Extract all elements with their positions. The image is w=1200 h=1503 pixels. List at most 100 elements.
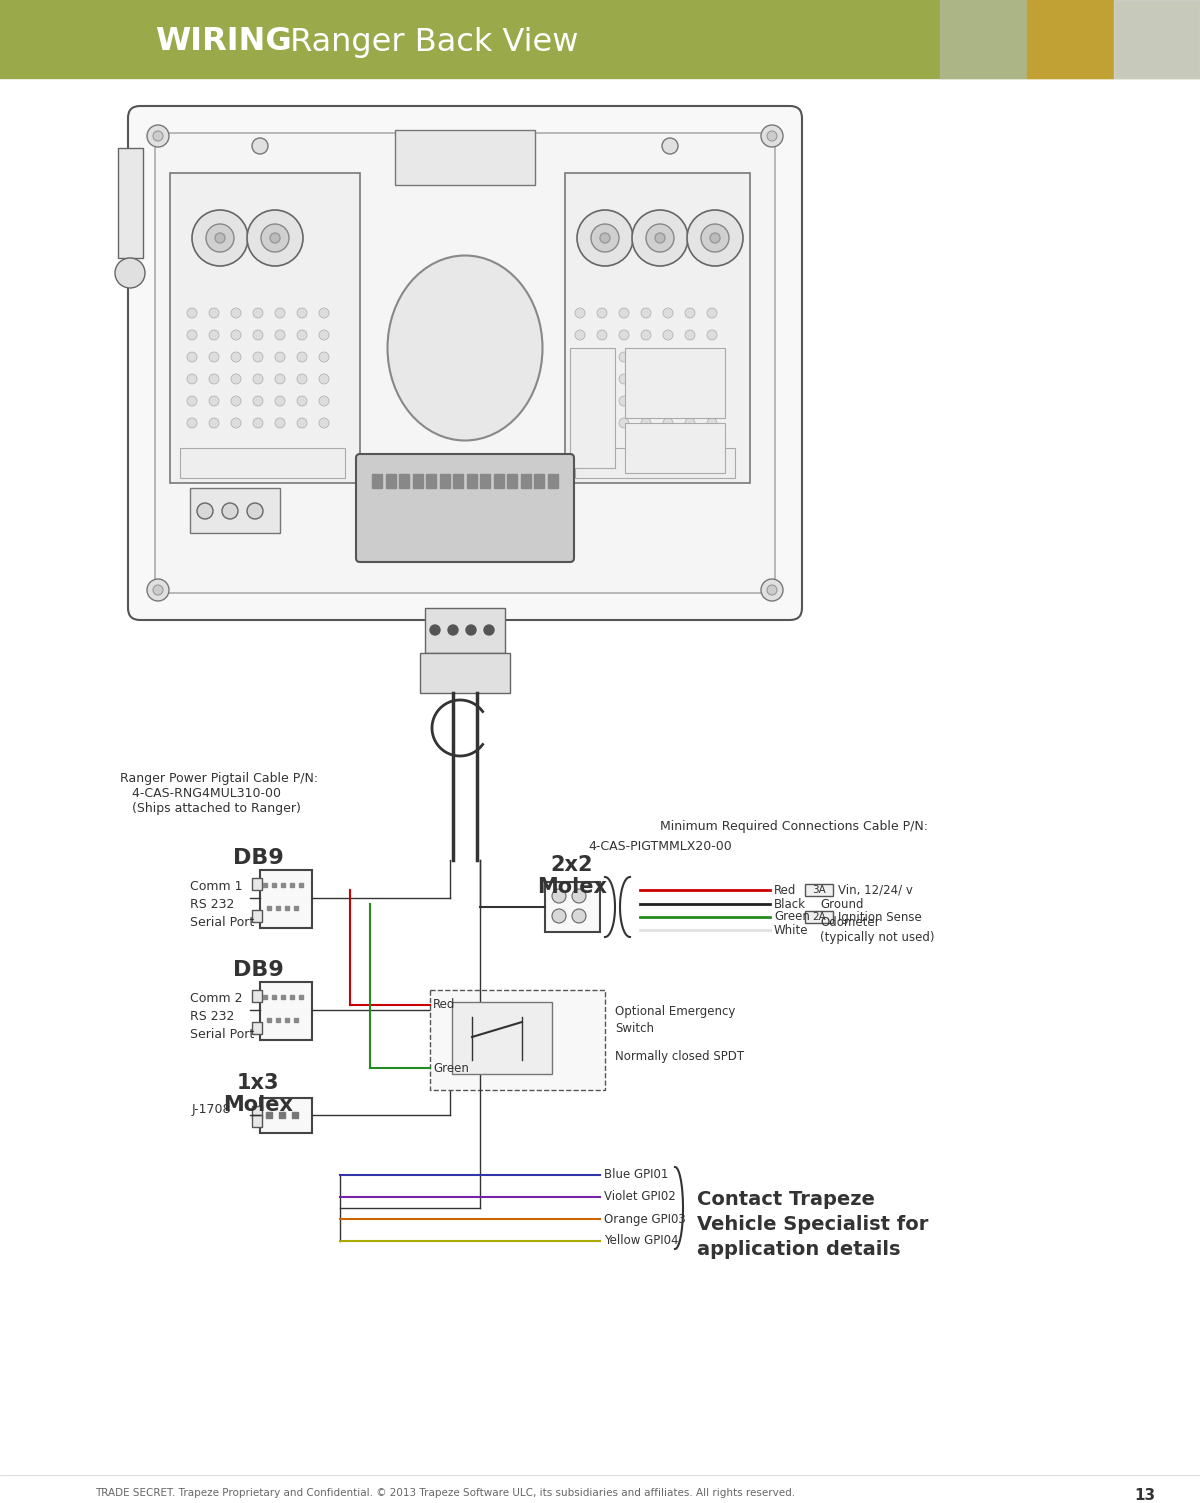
Circle shape xyxy=(662,352,673,362)
Text: Red: Red xyxy=(774,884,797,896)
Bar xyxy=(805,911,833,923)
Circle shape xyxy=(484,625,494,634)
Text: Ignition Sense: Ignition Sense xyxy=(838,911,922,923)
Circle shape xyxy=(685,374,695,383)
Circle shape xyxy=(641,418,650,428)
Text: Optional Emergency
Switch: Optional Emergency Switch xyxy=(616,1006,736,1036)
Circle shape xyxy=(641,308,650,319)
Circle shape xyxy=(662,395,673,406)
Bar xyxy=(252,1106,262,1118)
Text: WIRING: WIRING xyxy=(155,27,292,57)
Circle shape xyxy=(298,395,307,406)
Text: Black: Black xyxy=(774,897,806,911)
Text: 2x2
Molex: 2x2 Molex xyxy=(538,855,607,897)
Circle shape xyxy=(230,418,241,428)
Circle shape xyxy=(230,395,241,406)
Circle shape xyxy=(430,625,440,634)
Circle shape xyxy=(253,331,263,340)
Circle shape xyxy=(253,395,263,406)
Circle shape xyxy=(275,374,286,383)
Circle shape xyxy=(319,352,329,362)
Circle shape xyxy=(253,374,263,383)
Circle shape xyxy=(319,331,329,340)
Circle shape xyxy=(619,374,629,383)
Circle shape xyxy=(761,579,784,601)
Bar xyxy=(252,990,262,1003)
Bar xyxy=(252,909,262,921)
Bar xyxy=(940,0,1026,78)
Circle shape xyxy=(662,418,673,428)
Circle shape xyxy=(572,888,586,903)
Circle shape xyxy=(230,352,241,362)
Circle shape xyxy=(253,418,263,428)
Text: Contact Trapeze
Vehicle Specialist for
application details: Contact Trapeze Vehicle Specialist for a… xyxy=(697,1190,929,1260)
Bar xyxy=(547,473,558,488)
Bar xyxy=(426,473,436,488)
Bar xyxy=(570,349,616,467)
Text: 1x3
Molex: 1x3 Molex xyxy=(223,1073,293,1115)
Text: Ranger Back View: Ranger Back View xyxy=(280,27,578,57)
Circle shape xyxy=(575,308,586,319)
Circle shape xyxy=(187,331,197,340)
Circle shape xyxy=(619,418,629,428)
Circle shape xyxy=(575,374,586,383)
Bar xyxy=(118,147,143,259)
Circle shape xyxy=(319,418,329,428)
FancyBboxPatch shape xyxy=(260,981,312,1040)
Circle shape xyxy=(598,418,607,428)
Circle shape xyxy=(253,308,263,319)
Circle shape xyxy=(710,233,720,243)
Text: 4-CAS-PIGTMMLX20-00: 4-CAS-PIGTMMLX20-00 xyxy=(588,840,732,854)
Text: Green: Green xyxy=(433,1061,469,1075)
Bar xyxy=(452,1003,552,1075)
Circle shape xyxy=(154,585,163,595)
Bar xyxy=(625,422,725,473)
Circle shape xyxy=(575,352,586,362)
Text: J-1708: J-1708 xyxy=(192,1103,232,1117)
Circle shape xyxy=(598,352,607,362)
Circle shape xyxy=(206,224,234,253)
Text: Comm 1
RS 232
Serial Port: Comm 1 RS 232 Serial Port xyxy=(190,879,254,929)
Circle shape xyxy=(247,210,302,266)
Circle shape xyxy=(230,374,241,383)
Bar xyxy=(534,473,544,488)
Circle shape xyxy=(187,418,197,428)
Bar xyxy=(372,473,382,488)
Bar xyxy=(1114,0,1200,78)
Circle shape xyxy=(209,395,220,406)
Text: Ground: Ground xyxy=(820,897,864,911)
Circle shape xyxy=(685,352,695,362)
Circle shape xyxy=(197,504,214,519)
Bar xyxy=(439,473,450,488)
FancyBboxPatch shape xyxy=(260,1099,312,1133)
Circle shape xyxy=(275,308,286,319)
Text: Orange GPI03: Orange GPI03 xyxy=(604,1213,685,1225)
Circle shape xyxy=(686,210,743,266)
Circle shape xyxy=(262,224,289,253)
Circle shape xyxy=(552,888,566,903)
Circle shape xyxy=(646,224,674,253)
Ellipse shape xyxy=(388,256,542,440)
Circle shape xyxy=(598,395,607,406)
Text: DB9: DB9 xyxy=(233,960,283,980)
Circle shape xyxy=(662,308,673,319)
Bar xyxy=(180,448,346,478)
Text: Red: Red xyxy=(433,998,455,1012)
Circle shape xyxy=(685,418,695,428)
Text: Ranger Power Pigtail Cable P/N:
   4-CAS-RNG4MUL310-00
   (Ships attached to Ran: Ranger Power Pigtail Cable P/N: 4-CAS-RN… xyxy=(120,773,318,815)
Circle shape xyxy=(298,331,307,340)
Circle shape xyxy=(662,331,673,340)
Text: Blue GPI01: Blue GPI01 xyxy=(604,1168,668,1181)
Circle shape xyxy=(187,395,197,406)
Bar xyxy=(575,448,734,478)
Circle shape xyxy=(448,625,458,634)
Bar xyxy=(480,473,490,488)
Bar xyxy=(252,878,262,890)
Text: Normally closed SPDT: Normally closed SPDT xyxy=(616,1051,744,1063)
Circle shape xyxy=(187,308,197,319)
Text: Minimum Required Connections Cable P/N:: Minimum Required Connections Cable P/N: xyxy=(660,821,928,833)
Bar xyxy=(625,349,725,418)
Circle shape xyxy=(598,374,607,383)
Circle shape xyxy=(641,395,650,406)
Text: Odometer
(typically not used): Odometer (typically not used) xyxy=(820,915,935,944)
